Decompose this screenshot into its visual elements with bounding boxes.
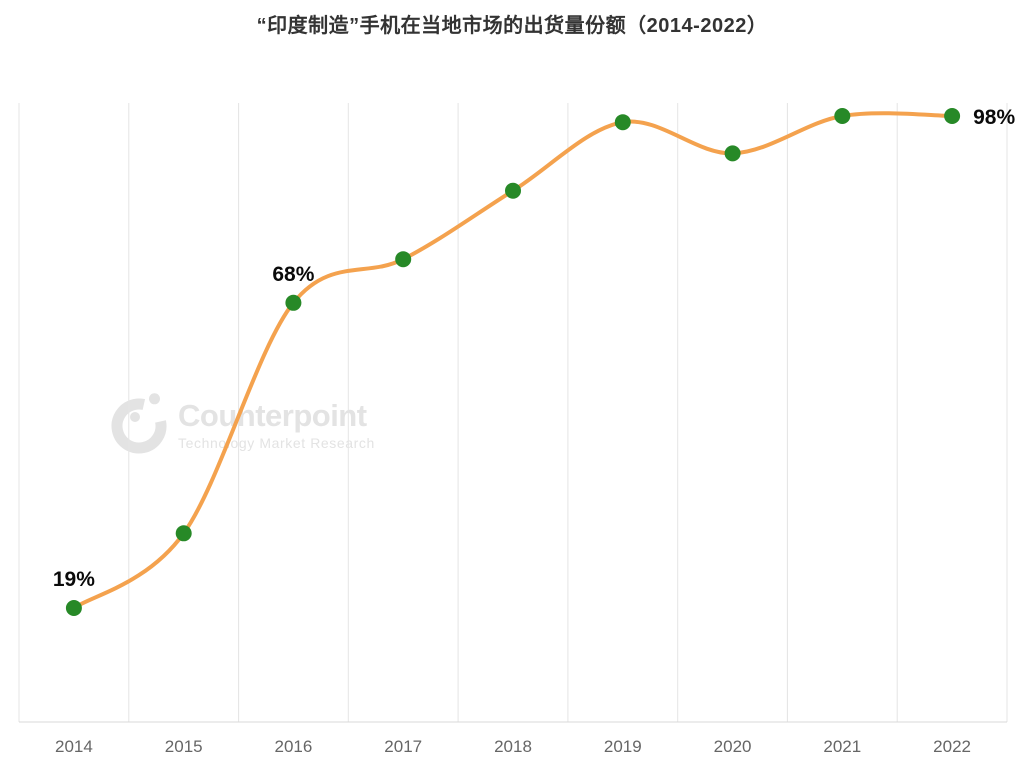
x-tick-label: 2022 <box>933 737 971 756</box>
data-point <box>724 145 741 162</box>
x-tick-label: 2019 <box>604 737 642 756</box>
page-title: “印度制造”手机在当地市场的出货量份额（2014-2022） <box>256 15 768 37</box>
x-tick-label: 2014 <box>55 737 93 756</box>
x-tick-label: 2017 <box>384 737 422 756</box>
data-point <box>395 251 412 268</box>
point-value-label: 98% <box>973 106 1015 129</box>
data-point <box>505 182 521 199</box>
x-tick-label: 2021 <box>823 737 861 756</box>
x-tick-label: 2020 <box>714 737 752 756</box>
data-point <box>834 108 851 124</box>
series-line <box>71 111 955 610</box>
x-tick-label: 2016 <box>274 737 312 756</box>
data-point <box>944 108 961 124</box>
data-point <box>614 114 631 131</box>
data-point <box>285 294 302 311</box>
data-point <box>65 600 82 616</box>
x-tick-label: 2018 <box>494 737 532 756</box>
x-tick-label: 2015 <box>165 737 203 756</box>
data-point <box>175 525 192 542</box>
point-value-label: 68% <box>272 263 314 286</box>
point-value-label: 19% <box>53 568 95 591</box>
